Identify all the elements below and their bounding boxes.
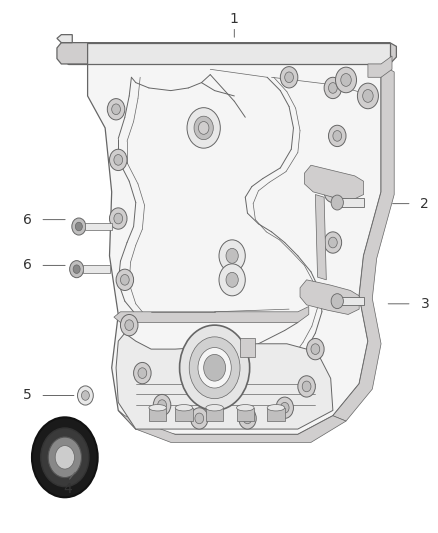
Text: 3: 3: [420, 297, 429, 311]
Circle shape: [336, 67, 357, 93]
Circle shape: [73, 265, 80, 273]
Circle shape: [153, 394, 171, 416]
Circle shape: [324, 77, 342, 99]
Circle shape: [107, 99, 125, 120]
Polygon shape: [68, 43, 390, 64]
Circle shape: [357, 83, 378, 109]
Circle shape: [180, 325, 250, 410]
Ellipse shape: [267, 405, 285, 411]
Circle shape: [363, 90, 373, 102]
Circle shape: [158, 400, 166, 410]
Circle shape: [243, 413, 252, 424]
Circle shape: [191, 408, 208, 429]
Polygon shape: [61, 43, 396, 64]
Polygon shape: [206, 408, 223, 421]
Polygon shape: [57, 43, 88, 64]
Polygon shape: [116, 333, 333, 429]
Circle shape: [198, 348, 231, 388]
Circle shape: [112, 104, 120, 115]
Circle shape: [189, 337, 240, 399]
Circle shape: [125, 320, 134, 330]
Polygon shape: [333, 64, 394, 421]
Ellipse shape: [175, 405, 193, 411]
Polygon shape: [304, 165, 364, 200]
Circle shape: [318, 288, 335, 309]
Circle shape: [78, 386, 93, 405]
Text: 2: 2: [420, 197, 429, 211]
Circle shape: [239, 408, 256, 429]
Circle shape: [219, 264, 245, 296]
Polygon shape: [114, 306, 309, 322]
Polygon shape: [315, 195, 326, 280]
Circle shape: [311, 344, 320, 354]
Polygon shape: [118, 410, 346, 442]
Circle shape: [333, 131, 342, 141]
Circle shape: [307, 338, 324, 360]
Circle shape: [72, 218, 86, 235]
Circle shape: [120, 274, 129, 285]
Circle shape: [328, 83, 337, 93]
Circle shape: [70, 261, 84, 278]
Circle shape: [331, 294, 343, 309]
Ellipse shape: [237, 405, 254, 411]
Circle shape: [328, 125, 346, 147]
Circle shape: [276, 397, 293, 418]
Polygon shape: [83, 265, 110, 273]
Text: 1: 1: [230, 12, 239, 26]
Circle shape: [280, 67, 298, 88]
Circle shape: [110, 149, 127, 171]
Polygon shape: [368, 56, 392, 77]
Circle shape: [226, 272, 238, 287]
Circle shape: [81, 391, 89, 400]
Circle shape: [322, 293, 331, 304]
Polygon shape: [337, 198, 364, 207]
Polygon shape: [337, 297, 364, 305]
Text: 6: 6: [23, 213, 32, 227]
Text: 4: 4: [64, 482, 72, 496]
Circle shape: [134, 362, 151, 384]
Circle shape: [204, 354, 226, 381]
Circle shape: [198, 122, 209, 134]
Polygon shape: [240, 338, 255, 357]
Polygon shape: [300, 280, 359, 314]
Circle shape: [116, 269, 134, 290]
Circle shape: [120, 314, 138, 336]
Circle shape: [114, 213, 123, 224]
Text: 6: 6: [23, 259, 32, 272]
Polygon shape: [267, 408, 285, 421]
Circle shape: [110, 208, 127, 229]
Circle shape: [298, 376, 315, 397]
Polygon shape: [149, 408, 166, 421]
Circle shape: [328, 237, 337, 248]
Circle shape: [341, 74, 351, 86]
Polygon shape: [88, 64, 381, 434]
Text: 5: 5: [23, 389, 32, 402]
Circle shape: [226, 248, 238, 263]
Polygon shape: [175, 408, 193, 421]
Circle shape: [32, 417, 98, 497]
Circle shape: [328, 187, 337, 197]
Circle shape: [324, 181, 342, 203]
Circle shape: [219, 240, 245, 272]
Circle shape: [194, 116, 213, 140]
Circle shape: [75, 222, 82, 231]
Circle shape: [48, 437, 81, 478]
Circle shape: [302, 381, 311, 392]
Circle shape: [187, 108, 220, 148]
Polygon shape: [57, 35, 72, 43]
Ellipse shape: [206, 405, 223, 411]
Polygon shape: [237, 408, 254, 421]
Circle shape: [280, 402, 289, 413]
Circle shape: [114, 155, 123, 165]
Ellipse shape: [149, 405, 166, 411]
Circle shape: [195, 413, 204, 424]
Circle shape: [285, 72, 293, 83]
Circle shape: [324, 232, 342, 253]
Circle shape: [55, 446, 74, 469]
Circle shape: [138, 368, 147, 378]
Circle shape: [41, 428, 89, 487]
Polygon shape: [85, 223, 112, 230]
Circle shape: [331, 195, 343, 210]
